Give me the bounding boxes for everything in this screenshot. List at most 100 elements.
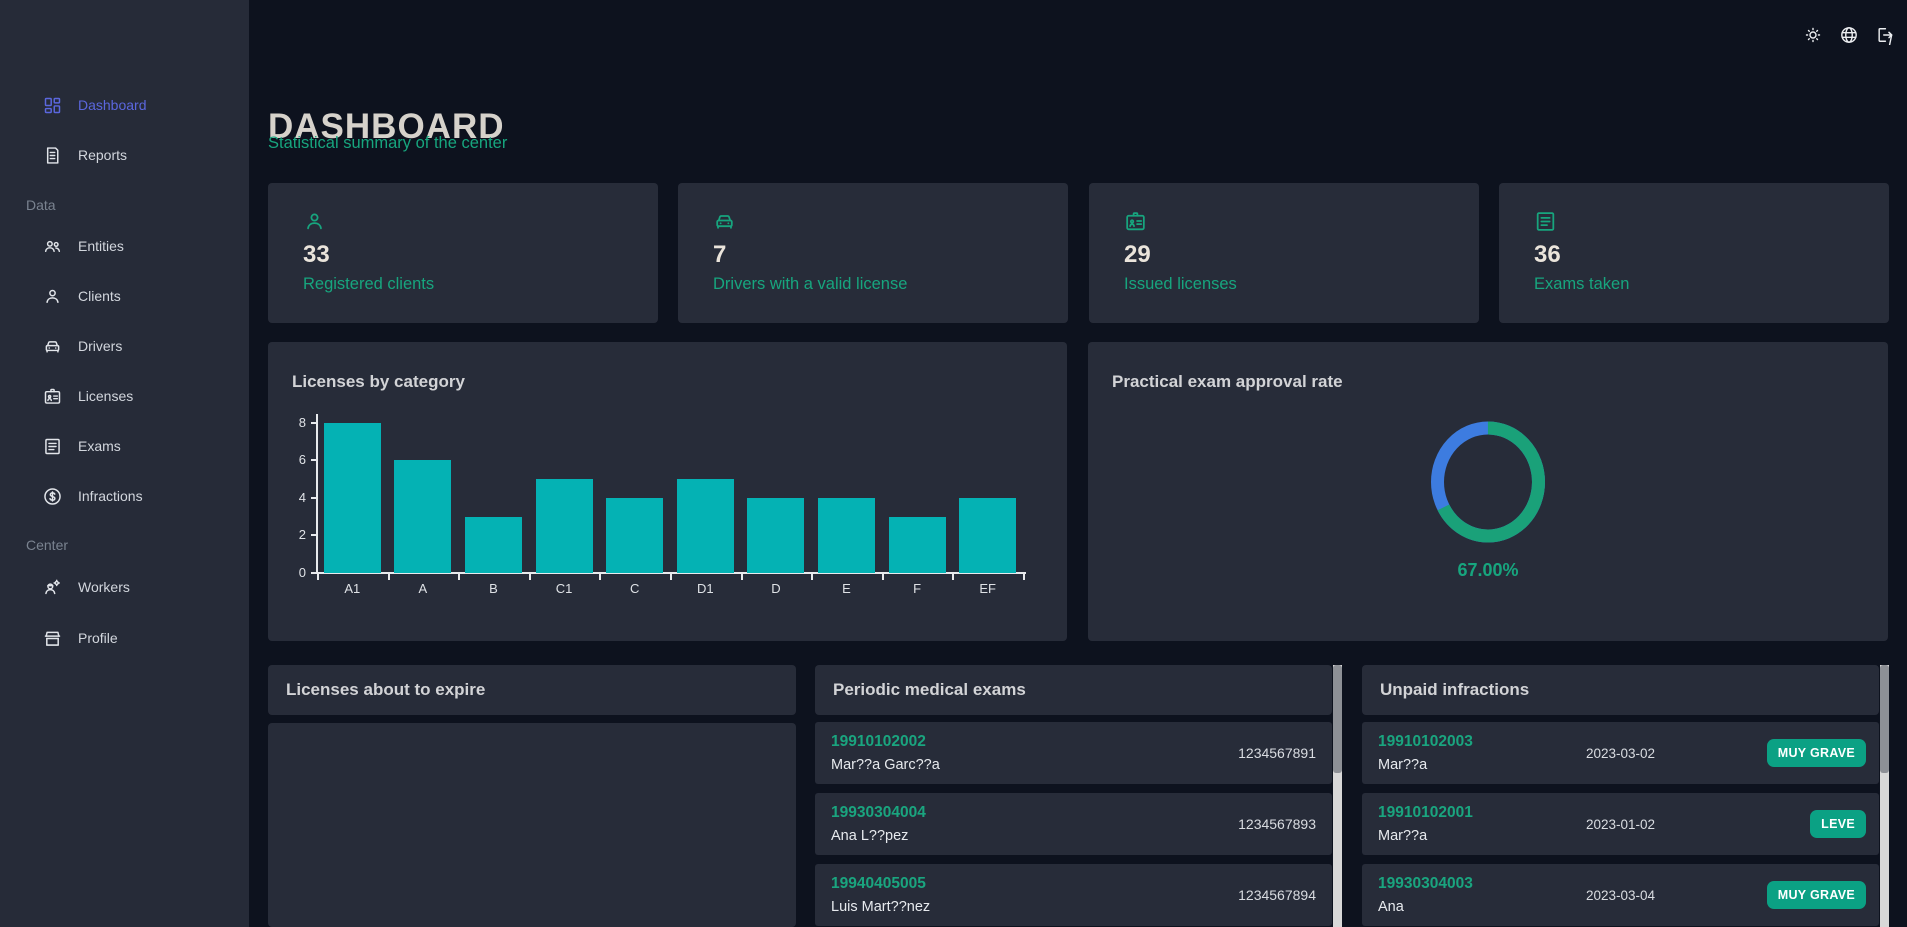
x-category-label: B <box>489 581 498 596</box>
x-tick <box>317 574 319 580</box>
y-tick-label: 0 <box>298 565 306 580</box>
stat-label: Registered clients <box>303 275 435 293</box>
y-tick <box>311 421 317 424</box>
y-axis <box>316 414 318 574</box>
infraction-row[interactable]: 19930304003 Ana 2023-03-04 MUY GRAVE <box>1362 864 1879 926</box>
client-id-link[interactable]: 19940405005 <box>831 875 926 892</box>
donut-slice-approved <box>1431 421 1545 543</box>
y-tick-label: 4 <box>298 489 306 505</box>
severity-badge: MUY GRAVE <box>1766 739 1866 767</box>
y-tick-label: 2 <box>298 527 306 543</box>
x-category-label: EF <box>979 581 996 596</box>
client-id-link[interactable]: 19930304004 <box>831 804 926 821</box>
scrollbar[interactable] <box>1333 665 1342 927</box>
sidebar-item-drivers[interactable]: Drivers <box>0 321 249 371</box>
theme-toggle-button[interactable] <box>1803 25 1823 45</box>
scrollbar-thumb[interactable] <box>1333 665 1342 773</box>
phone-number: 1234567894 <box>1238 887 1316 903</box>
approval-rate-value: 67.00% <box>1457 560 1519 580</box>
bar-F <box>888 516 946 573</box>
panel-header: Unpaid infractions <box>1362 665 1879 715</box>
page-title: DASHBOARD <box>268 107 505 147</box>
sidebar-item-workers[interactable]: Workers <box>0 562 249 612</box>
language-button[interactable] <box>1839 25 1859 45</box>
medical-exam-row[interactable]: 19930304004 Ana L??pez 1234567893 <box>815 793 1332 855</box>
bar-chart: 0 2 4 6 8 A1 A B C1 C D1 D E F EF <box>268 342 1067 641</box>
stat-label: Exams taken <box>1534 275 1630 293</box>
sidebar-item-dashboard[interactable]: Dashboard <box>0 80 249 130</box>
x-tick <box>952 574 955 580</box>
x-tick <box>670 574 672 580</box>
sidebar-item-label: Dashboard <box>78 97 147 113</box>
client-id-link[interactable]: 19910102003 <box>1378 733 1473 750</box>
client-id-link[interactable]: 19910102001 <box>1378 804 1473 821</box>
clients-icon <box>302 209 327 234</box>
x-category-label: F <box>913 581 922 596</box>
y-tick <box>311 572 317 574</box>
x-category-label: C1 <box>555 581 573 596</box>
logout-button[interactable] <box>1875 25 1895 45</box>
x-tick <box>881 574 884 580</box>
sidebar-item-reports[interactable]: Reports <box>0 130 249 180</box>
medical-exam-row[interactable]: 19910102002 Mar??a Garc??a 1234567891 <box>815 722 1332 784</box>
x-category-label: D <box>771 581 781 596</box>
panel-header: Periodic medical exams <box>815 665 1332 715</box>
sidebar-item-label: Workers <box>78 579 130 595</box>
client-name: Mar??a <box>1378 828 1428 844</box>
clients-icon <box>42 286 63 307</box>
bar-D <box>747 497 805 573</box>
stat-value: 36 <box>1534 241 1561 268</box>
x-tick <box>740 574 743 580</box>
phone-number: 1234567891 <box>1238 745 1316 761</box>
y-tick <box>311 496 317 499</box>
sidebar-item-label: Reports <box>78 147 128 163</box>
sidebar-item-label: Infractions <box>78 488 143 504</box>
stat-label: Drivers with a valid license <box>713 275 908 293</box>
sidebar-item-exams[interactable]: Exams <box>0 421 249 471</box>
menu-toggle-button[interactable] <box>197 23 222 48</box>
panel-title: Licenses by category <box>292 372 465 391</box>
scrollbar-thumb[interactable] <box>1880 665 1889 773</box>
infraction-date: 2023-03-04 <box>1585 888 1656 903</box>
sidebar-item-label: Profile <box>78 630 118 646</box>
panel-licenses-by-category: Licenses by category 0 2 4 6 8 A1 A B C1 C D1 D E F EF <box>268 342 1067 641</box>
bar-A1 <box>323 422 381 573</box>
logout-icon <box>1875 25 1895 45</box>
stat-label: Issued licenses <box>1124 275 1237 293</box>
sidebar: Dashboard Reports Data Entities Clients … <box>0 0 249 927</box>
infractions-icon <box>42 486 63 507</box>
y-tick <box>311 534 317 537</box>
x-tick <box>599 574 602 580</box>
sidebar-item-infractions[interactable]: Infractions <box>0 471 249 521</box>
y-tick <box>311 459 317 462</box>
panel-expiring-licenses: Licenses about to expire <box>268 665 796 927</box>
medical-exam-row[interactable]: 19940405005 Luis Mart??nez 1234567894 <box>815 864 1332 926</box>
panel-title: Licenses about to expire <box>286 680 486 699</box>
infraction-row[interactable]: 19910102003 Mar??a 2023-03-02 MUY GRAVE <box>1362 722 1879 784</box>
scrollbar[interactable] <box>1880 665 1889 927</box>
client-name: Mar??a <box>1378 757 1428 773</box>
bar-E <box>818 497 875 573</box>
sidebar-section-label: Data <box>26 197 56 213</box>
sidebar-item-entities[interactable]: Entities <box>0 221 249 271</box>
bar-C1 <box>535 479 593 573</box>
client-id-link[interactable]: 19930304003 <box>1378 875 1473 892</box>
x-tick <box>458 574 461 580</box>
bar-C <box>606 497 664 573</box>
sidebar-item-licenses[interactable]: Licenses <box>0 371 249 421</box>
infraction-row[interactable]: 19910102001 Mar??a 2023-01-02 LEVE <box>1362 793 1879 855</box>
severity-badge: MUY GRAVE <box>1766 881 1866 909</box>
sun-icon <box>1803 25 1823 45</box>
entities-icon <box>42 236 63 257</box>
bar-EF <box>959 497 1017 573</box>
client-id-link[interactable]: 19910102002 <box>831 733 926 750</box>
stat-value: 7 <box>713 241 727 268</box>
sidebar-item-profile[interactable]: Profile <box>0 613 249 663</box>
licenses-icon <box>1123 209 1148 234</box>
sidebar-item-clients[interactable]: Clients <box>0 271 249 321</box>
bar-A <box>394 460 452 573</box>
stat-card: 33 Registered clients <box>268 183 658 323</box>
stat-value: 33 <box>303 241 330 268</box>
bar-D1 <box>676 479 734 573</box>
x-category-label: A1 <box>344 581 361 596</box>
